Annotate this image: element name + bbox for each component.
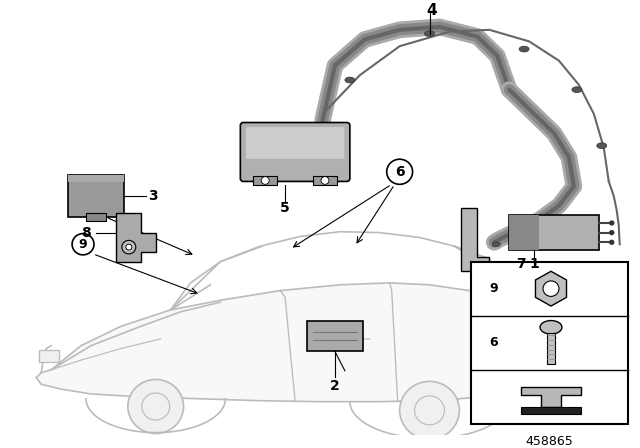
Ellipse shape: [596, 143, 607, 149]
Circle shape: [610, 241, 614, 244]
Polygon shape: [536, 271, 566, 306]
Text: 4: 4: [426, 3, 437, 18]
FancyBboxPatch shape: [521, 406, 581, 414]
FancyBboxPatch shape: [471, 262, 628, 424]
Text: 9: 9: [79, 238, 87, 251]
FancyBboxPatch shape: [509, 215, 539, 250]
Circle shape: [261, 177, 269, 184]
FancyBboxPatch shape: [39, 350, 59, 362]
FancyBboxPatch shape: [313, 176, 337, 185]
Circle shape: [128, 379, 184, 434]
Circle shape: [142, 393, 170, 420]
Text: 6: 6: [395, 165, 404, 179]
Polygon shape: [116, 213, 156, 262]
Ellipse shape: [572, 87, 582, 93]
Circle shape: [126, 244, 132, 250]
Text: 3: 3: [148, 189, 157, 203]
FancyBboxPatch shape: [509, 215, 599, 250]
Text: 8: 8: [81, 226, 91, 240]
FancyBboxPatch shape: [253, 176, 277, 185]
Ellipse shape: [492, 242, 500, 247]
Ellipse shape: [540, 320, 562, 334]
Circle shape: [72, 233, 94, 255]
Circle shape: [415, 396, 444, 425]
Circle shape: [610, 221, 614, 225]
Circle shape: [399, 381, 460, 439]
Text: 458865: 458865: [525, 435, 573, 448]
Ellipse shape: [424, 31, 435, 37]
Text: 5: 5: [280, 202, 290, 215]
FancyBboxPatch shape: [241, 122, 350, 181]
FancyBboxPatch shape: [547, 333, 555, 364]
Ellipse shape: [519, 46, 529, 52]
FancyBboxPatch shape: [307, 320, 363, 351]
Circle shape: [387, 159, 413, 184]
Text: 1: 1: [529, 257, 539, 271]
Polygon shape: [36, 283, 549, 402]
Text: 9: 9: [489, 282, 497, 295]
Text: 6: 6: [489, 336, 497, 349]
Circle shape: [543, 281, 559, 297]
FancyBboxPatch shape: [245, 126, 345, 159]
Ellipse shape: [345, 77, 355, 83]
FancyBboxPatch shape: [68, 175, 124, 182]
Circle shape: [610, 231, 614, 235]
Text: 2: 2: [330, 379, 340, 393]
Circle shape: [321, 177, 329, 184]
Text: 7: 7: [516, 257, 526, 271]
FancyBboxPatch shape: [68, 175, 124, 217]
FancyBboxPatch shape: [86, 213, 106, 221]
Polygon shape: [521, 387, 581, 406]
Circle shape: [122, 241, 136, 254]
Polygon shape: [461, 208, 489, 271]
